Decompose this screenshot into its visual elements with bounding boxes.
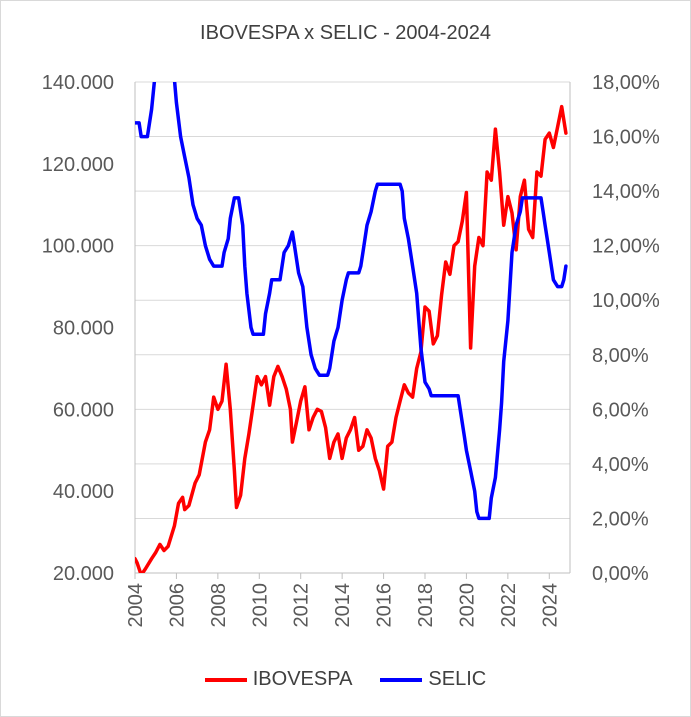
y-left-tick-label: 60.000 — [53, 399, 114, 421]
gridlines — [135, 81, 570, 519]
legend-swatch-selic — [380, 677, 423, 682]
y-right-tick-label: 16,00% — [592, 127, 660, 149]
series-lines — [135, 82, 568, 573]
y-right-tick-label: 2,00% — [592, 508, 649, 530]
y-left-tick-label: 100.000 — [42, 236, 114, 258]
y-right-tick-label: 4,00% — [592, 454, 649, 476]
x-tick-label: 2024 — [539, 583, 561, 628]
legend-label-ibovespa: IBOVESPA — [252, 668, 353, 690]
x-tick-label: 2022 — [498, 583, 520, 628]
axes — [134, 82, 571, 579]
y-right-tick-label: 18,00% — [592, 72, 660, 94]
x-tick-label: 2018 — [415, 583, 437, 628]
series-line-ibovespa — [135, 104, 568, 573]
legend-item-ibovespa: IBOVESPA — [204, 668, 353, 691]
legend-swatch-ibovespa — [204, 677, 247, 682]
x-tick-label: 2012 — [291, 583, 313, 628]
legend-item-selic: SELIC — [380, 668, 486, 691]
y-right-tick-label: 10,00% — [592, 290, 660, 312]
y-left-tick-label: 20.000 — [53, 563, 114, 585]
y-left-tick-label: 120.000 — [42, 154, 114, 176]
y-right-tick-label: 14,00% — [592, 181, 660, 203]
y-left-tick-label: 40.000 — [53, 481, 114, 503]
x-tick-label: 2004 — [125, 583, 147, 628]
x-tick-label: 2006 — [166, 583, 188, 628]
y-left-tick-label: 80.000 — [53, 318, 114, 340]
legend: IBOVESPA SELIC — [0, 668, 691, 691]
x-tick-label: 2010 — [249, 583, 271, 628]
legend-label-selic: SELIC — [428, 668, 487, 690]
tick-labels: 0,00% 2,00% 4,00% 6,00% 8,00% 10,00% 12,00% 14,… — [42, 72, 660, 628]
x-tick-label: 2008 — [208, 583, 230, 628]
y-right-tick-label: 0,00% — [592, 563, 649, 585]
chart-title: IBOVESPA x SELIC - 2004-2024 — [200, 22, 491, 44]
x-tick-label: 2016 — [374, 583, 396, 628]
series-line-selic — [135, 82, 568, 521]
y-right-tick-label: 12,00% — [592, 236, 660, 258]
y-left-tick-label: 140.000 — [42, 72, 114, 94]
y-right-tick-label: 8,00% — [592, 345, 649, 367]
x-tick-label: 2014 — [332, 583, 354, 628]
x-tick-label: 2020 — [456, 583, 478, 628]
y-right-tick-label: 6,00% — [592, 399, 649, 421]
